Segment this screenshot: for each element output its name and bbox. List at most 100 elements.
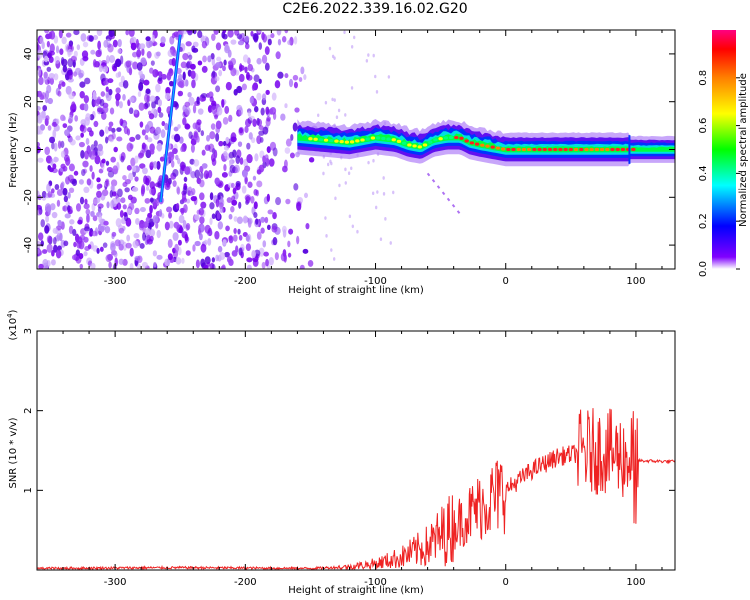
- noise-speck: [92, 34, 99, 41]
- noise-speck: [215, 85, 221, 93]
- noise-speck: [135, 134, 141, 140]
- noise-speck: [84, 198, 88, 205]
- noise-speck: [185, 41, 192, 47]
- noise-speck: [100, 91, 106, 97]
- signal-peak: [375, 136, 381, 140]
- noise-speck: [96, 30, 103, 37]
- noise-speck: [265, 106, 270, 115]
- noise-speck: [244, 125, 249, 134]
- signal-peak: [485, 144, 490, 148]
- noise-speck: [242, 54, 249, 63]
- noise-speck: [77, 219, 83, 225]
- noise-speck: [252, 258, 259, 267]
- noise-speck: [110, 199, 115, 209]
- noise-speck: [57, 140, 62, 149]
- noise-speck: [338, 183, 341, 188]
- noise-speck: [47, 97, 54, 105]
- noise-speck: [375, 90, 379, 94]
- noise-speck: [265, 258, 269, 267]
- noise-speck: [285, 138, 292, 147]
- noise-speck: [139, 243, 145, 249]
- noise-speck: [85, 208, 91, 215]
- noise-speck: [61, 36, 67, 45]
- colorbar-tick-label: 0.4: [698, 165, 709, 181]
- noise-speck: [263, 251, 269, 257]
- y-tick-label: 1: [23, 487, 34, 493]
- noise-speck: [148, 113, 155, 120]
- noise-speck: [239, 63, 243, 73]
- noise-speck: [181, 257, 185, 264]
- noise-speck: [222, 140, 227, 147]
- noise-speck: [299, 264, 305, 269]
- noise-speck: [129, 262, 134, 269]
- noise-speck: [168, 177, 172, 185]
- noise-speck: [73, 50, 78, 58]
- signal-peak: [490, 145, 495, 149]
- noise-speck: [105, 180, 109, 187]
- noise-speck: [365, 59, 369, 63]
- noise-speck: [92, 198, 98, 205]
- colorbar-ticks: 0.0 0.2 0.4 0.6 0.8: [698, 70, 740, 277]
- noise-speck: [266, 193, 270, 202]
- noise-speck: [225, 225, 230, 232]
- noise-speck: [239, 157, 244, 165]
- noise-speck: [83, 251, 88, 257]
- noise-speck: [209, 217, 213, 226]
- noise-speck: [374, 205, 378, 210]
- noise-speck: [53, 244, 58, 253]
- noise-speck: [376, 190, 379, 194]
- noise-speck: [330, 161, 333, 166]
- noise-speck: [256, 92, 262, 101]
- noise-speck: [150, 60, 155, 66]
- noise-speck: [75, 135, 81, 141]
- noise-speck: [194, 214, 200, 221]
- noise-speck: [103, 220, 109, 226]
- noise-speck: [135, 38, 139, 48]
- noise-speck: [222, 116, 229, 125]
- noise-speck: [242, 170, 248, 176]
- noise-speck: [118, 243, 124, 251]
- noise-speck: [107, 43, 114, 53]
- noise-speck: [59, 48, 64, 55]
- noise-speck: [196, 96, 200, 105]
- noise-speck: [224, 45, 230, 54]
- y-tick-label: -20: [23, 189, 34, 205]
- noise-speck: [106, 201, 110, 209]
- noise-speck: [146, 51, 152, 59]
- noise-speck: [374, 74, 377, 79]
- noise-speck: [173, 221, 180, 229]
- noise-speck: [245, 234, 250, 242]
- noise-speck: [244, 43, 250, 50]
- noise-speck: [130, 196, 137, 204]
- noise-speck: [211, 257, 216, 263]
- noise-speck: [130, 157, 136, 167]
- noise-speck: [195, 259, 200, 269]
- noise-speck: [40, 92, 47, 100]
- signal-peak: [568, 147, 574, 152]
- noise-speck: [56, 199, 61, 207]
- noise-speck: [214, 231, 220, 239]
- noise-speck: [169, 68, 173, 74]
- noise-speck: [94, 99, 100, 107]
- noise-speck: [184, 106, 191, 116]
- noise-speck: [119, 118, 124, 127]
- noise-speck: [89, 165, 93, 172]
- noise-speck: [60, 163, 66, 169]
- noise-speck: [302, 248, 309, 254]
- noise-speck: [350, 86, 354, 90]
- noise-speck: [219, 252, 226, 261]
- noise-speck: [63, 240, 69, 247]
- noise-speck: [110, 156, 116, 163]
- noise-speck: [142, 232, 146, 241]
- noise-speck: [210, 123, 216, 130]
- colorbar-tick-label: 0.2: [698, 213, 709, 229]
- noise-speck: [209, 131, 216, 140]
- noise-speck: [145, 36, 151, 42]
- noise-speck: [96, 247, 100, 254]
- noise-speck: [152, 201, 158, 207]
- noise-speck: [343, 30, 346, 35]
- noise-speck: [250, 195, 255, 204]
- noise-speck: [223, 145, 229, 151]
- noise-speck: [292, 74, 299, 81]
- noise-speck: [50, 158, 54, 166]
